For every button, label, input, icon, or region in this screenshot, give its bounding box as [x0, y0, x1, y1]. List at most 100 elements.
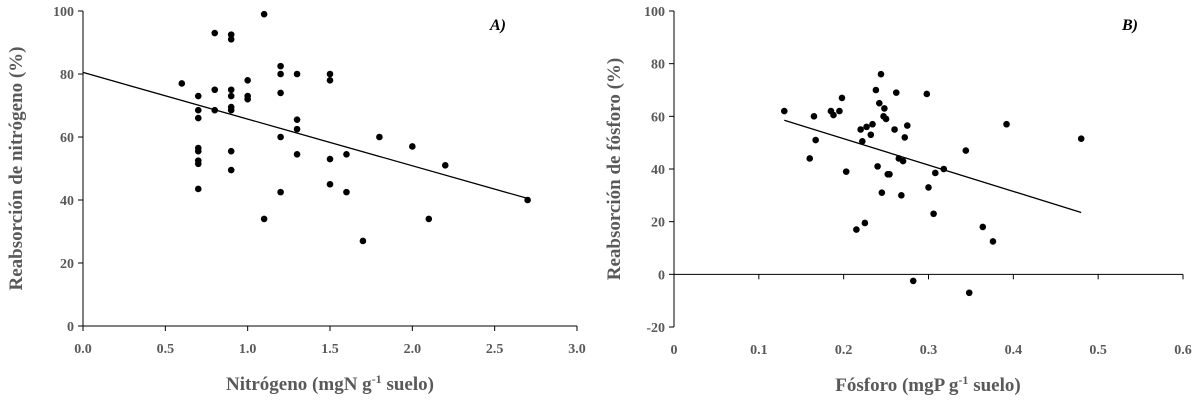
panel-a-data-point [409, 143, 416, 150]
panel-b-data-point [872, 86, 880, 94]
panel-b-data-point [899, 157, 907, 165]
panel-b-data-point [810, 113, 818, 120]
panel-a-trendline [82, 71, 528, 200]
panel-a-data-point [227, 86, 235, 94]
panel-a-data-point [244, 95, 251, 103]
panel-a-data-point [194, 160, 202, 168]
panel-a-data-point [293, 151, 301, 158]
panel-a-y-tick-label: 80 [60, 68, 74, 83]
panel-a-data-point [194, 114, 202, 122]
panel-a-y-tick-label: 100 [53, 5, 74, 20]
panel-a-data-point [326, 70, 334, 78]
panel-a-data-point [293, 70, 301, 78]
panel-a-data-point [277, 89, 284, 97]
panel-b-data-point [923, 90, 931, 98]
panel-a-data-point [326, 180, 334, 188]
panel-b-data-point [925, 184, 932, 191]
panel-b-data-point [874, 163, 881, 170]
panel-b-data-point [869, 120, 876, 128]
panel-b-y-tick-label: 20 [651, 216, 665, 231]
panel-a-data-point [441, 162, 449, 169]
panel-a-x-tick-label: 1.0 [239, 342, 257, 357]
panel-b-y-axis-title: Reabsorción de fósforo (%) [604, 58, 625, 281]
panel-b-x-tick-label: 0.1 [750, 343, 768, 358]
panel-b-data-point [857, 126, 864, 133]
panel-b-data-point [877, 70, 885, 78]
panel-a-data-point [277, 70, 284, 78]
panel-b-x-tick-label: 0.6 [1174, 343, 1192, 358]
panel-a-x-tick-label: 0.5 [157, 342, 175, 357]
panel-b-data-point [780, 107, 788, 115]
panel-a-data-point [359, 237, 367, 245]
panel-a-data-point [244, 77, 251, 84]
panel-a-y-axis-title: Reabsorción de nitrógeno (%) [6, 47, 27, 291]
panel-b-data-point [853, 226, 860, 233]
panel-b-data-point [842, 168, 850, 175]
panel-a-data-point [277, 133, 284, 141]
panel-a-data-point [227, 166, 235, 174]
panel-b-label: B) [1121, 17, 1138, 34]
panel-b-data-point [962, 147, 970, 154]
panel-a-data-point [194, 185, 202, 193]
panel-a-x-tick-label: 1.5 [321, 342, 339, 357]
panel-a-data-point [293, 125, 301, 133]
panel-a-data-point [376, 133, 383, 141]
panel-b-data-point [909, 277, 917, 285]
panel-b-data-point [898, 192, 905, 199]
panel-a-data-point [343, 151, 350, 158]
panel-b-data-point [892, 89, 900, 96]
panel-a-data-point [277, 62, 284, 70]
panel-b-data-point [979, 223, 987, 231]
panel-b-data-point [930, 210, 937, 218]
panel-b-y-tick-label: 0 [658, 268, 665, 283]
panel-b-data-point [830, 111, 837, 119]
panel-a-data-point [227, 92, 235, 100]
panel-b-x-tick-label: 0 [671, 343, 678, 358]
panel-a-data-point [211, 106, 219, 114]
panel-a-data-point [425, 215, 433, 223]
panel-b-x-tick-label: 0.2 [835, 343, 853, 358]
panel-b-data-point [878, 189, 886, 196]
panel-b-data-point [861, 219, 869, 227]
panel-a-y-tick-label: 40 [60, 194, 74, 209]
panel-a-data-point [277, 188, 284, 196]
panel-a-data-point [194, 106, 202, 114]
panel-b-data-point [812, 136, 819, 144]
panel-b-data-point [881, 105, 888, 112]
panel-b-data-point [859, 138, 866, 145]
panel-b-data-point [1003, 120, 1010, 128]
panel-b-data-point [989, 238, 997, 245]
panel-a-data-point [227, 147, 235, 155]
panel-a-data-point [260, 10, 268, 18]
panel-a-data-point [227, 106, 235, 114]
panel-a-data-point [524, 196, 531, 204]
panel-a-x-tick-label: 0.0 [74, 342, 92, 357]
panel-b-y-tick-label: 100 [644, 5, 665, 20]
panel-a-x-tick-label: 2.5 [486, 342, 504, 357]
panel-a-y-tick-label: 0 [67, 320, 74, 335]
panel-b-data-point [886, 170, 893, 178]
panel-b-data-point [882, 115, 890, 123]
panel-b-data-point [838, 94, 846, 102]
panel-a-data-point [293, 116, 301, 123]
panel-b-data-point [903, 122, 911, 129]
panel-a-data-point [326, 155, 334, 163]
panel-b-data-point [806, 155, 814, 162]
panel-b-data-point [891, 126, 898, 133]
panel-a-x-axis-title: Nitrógeno (mgN g-1 suelo) [226, 372, 434, 395]
panel-b-data-point [940, 165, 948, 173]
panel-b-x-tick-label: 0.3 [920, 343, 938, 358]
panel-b-x-axis-title: Fósforo (mgP g-1 suelo) [835, 373, 1020, 396]
panel-b-x-tick-label: 0.4 [1005, 343, 1023, 358]
panel-a-x-tick-label: 2.0 [404, 342, 422, 357]
panel-a-data-point [227, 31, 235, 38]
panel-b-x-tick-label: 0.5 [1089, 343, 1107, 358]
panel-a-data-point [260, 215, 268, 223]
panel-b-data-point [875, 99, 883, 107]
panel-b-data-point [863, 123, 870, 131]
panel-a-data-point [343, 188, 350, 196]
panel-a-data-point [227, 36, 235, 43]
panel-a-data-point [194, 147, 202, 155]
